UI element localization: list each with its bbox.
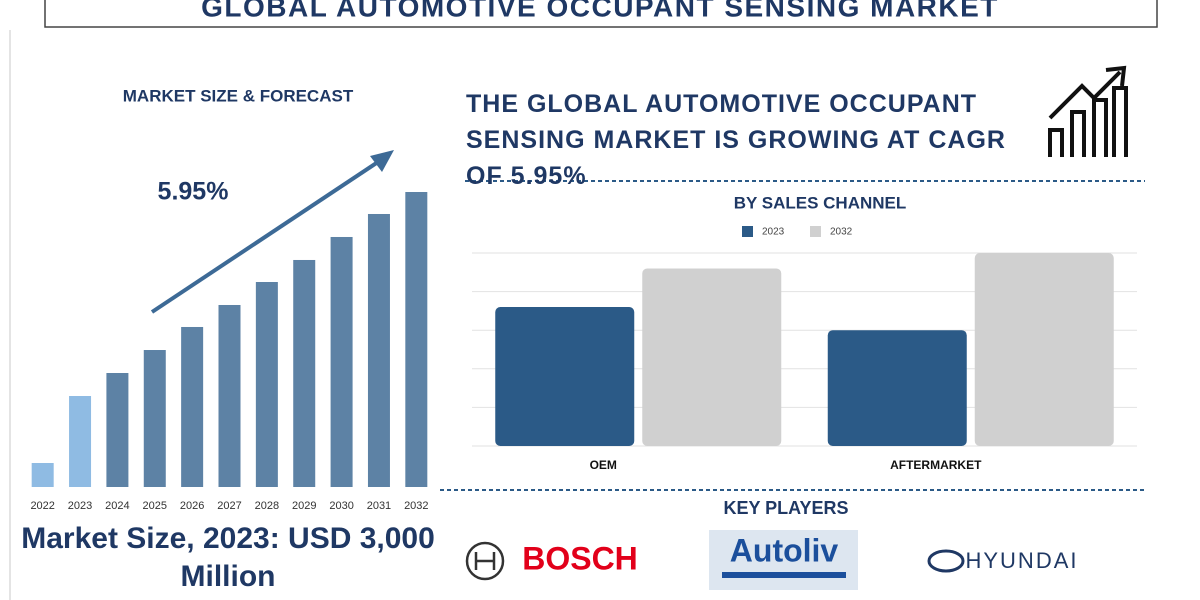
bar bbox=[642, 268, 782, 446]
x-tick-label: AFTERMARKET bbox=[890, 458, 982, 472]
x-tick-label: 2025 bbox=[143, 500, 167, 512]
x-tick-label: 2026 bbox=[180, 500, 204, 512]
bar bbox=[405, 192, 428, 487]
bar bbox=[218, 304, 241, 487]
logo-text: Autoliv bbox=[730, 532, 839, 568]
section-title: KEY PLAYERS bbox=[723, 498, 848, 518]
x-tick-label: 2027 bbox=[217, 500, 241, 512]
logo-icon bbox=[465, 541, 505, 581]
market-size: Market Size, 2023: USD 3,000 Million bbox=[21, 522, 435, 593]
x-tick-label: 2024 bbox=[105, 500, 129, 512]
main-title: GLOBAL AUTOMOTIVE OCCUPANT SENSING MARKE… bbox=[201, 0, 999, 22]
bar bbox=[69, 395, 92, 487]
bar bbox=[974, 253, 1114, 446]
arrow-head bbox=[370, 150, 394, 172]
logo-text: HYUNDAI bbox=[965, 548, 1078, 573]
bar bbox=[106, 373, 129, 487]
x-tick-label: 2022 bbox=[30, 500, 54, 512]
annotation: 5.95% bbox=[158, 178, 229, 206]
legend-label: 2023 bbox=[762, 227, 785, 238]
logo-icon bbox=[927, 549, 965, 573]
legend-label: 2032 bbox=[830, 227, 853, 238]
bar bbox=[143, 350, 166, 487]
bar bbox=[330, 236, 353, 487]
logo-icon bbox=[474, 552, 496, 570]
logo-box bbox=[709, 530, 858, 590]
x-tick-label: 2030 bbox=[329, 500, 353, 512]
bar bbox=[827, 330, 967, 446]
chart-title: MARKET SIZE & FORECAST bbox=[123, 86, 354, 105]
headline: THE GLOBAL AUTOMOTIVE OCCUPANT SENSING M… bbox=[466, 90, 1006, 190]
trend-arrow bbox=[150, 156, 386, 314]
x-tick-label: 2031 bbox=[367, 500, 391, 512]
bar bbox=[495, 307, 635, 446]
x-tick-label: 2028 bbox=[255, 500, 279, 512]
bar bbox=[293, 259, 316, 487]
chart-title: BY SALES CHANNEL bbox=[734, 193, 907, 212]
logo-bar bbox=[722, 572, 846, 578]
title-box bbox=[44, 0, 1158, 28]
growth-icon bbox=[1048, 65, 1128, 157]
bar bbox=[181, 326, 204, 487]
legend-swatch bbox=[810, 226, 821, 237]
x-tick-label: 2029 bbox=[292, 500, 316, 512]
x-tick-label: 2032 bbox=[404, 500, 428, 512]
bar bbox=[31, 463, 54, 487]
x-tick-label: OEM bbox=[590, 458, 617, 472]
legend-swatch bbox=[742, 226, 753, 237]
logo-text: BOSCH bbox=[522, 540, 638, 576]
bar bbox=[255, 282, 278, 487]
x-tick-label: 2023 bbox=[68, 500, 92, 512]
bar bbox=[367, 213, 390, 487]
